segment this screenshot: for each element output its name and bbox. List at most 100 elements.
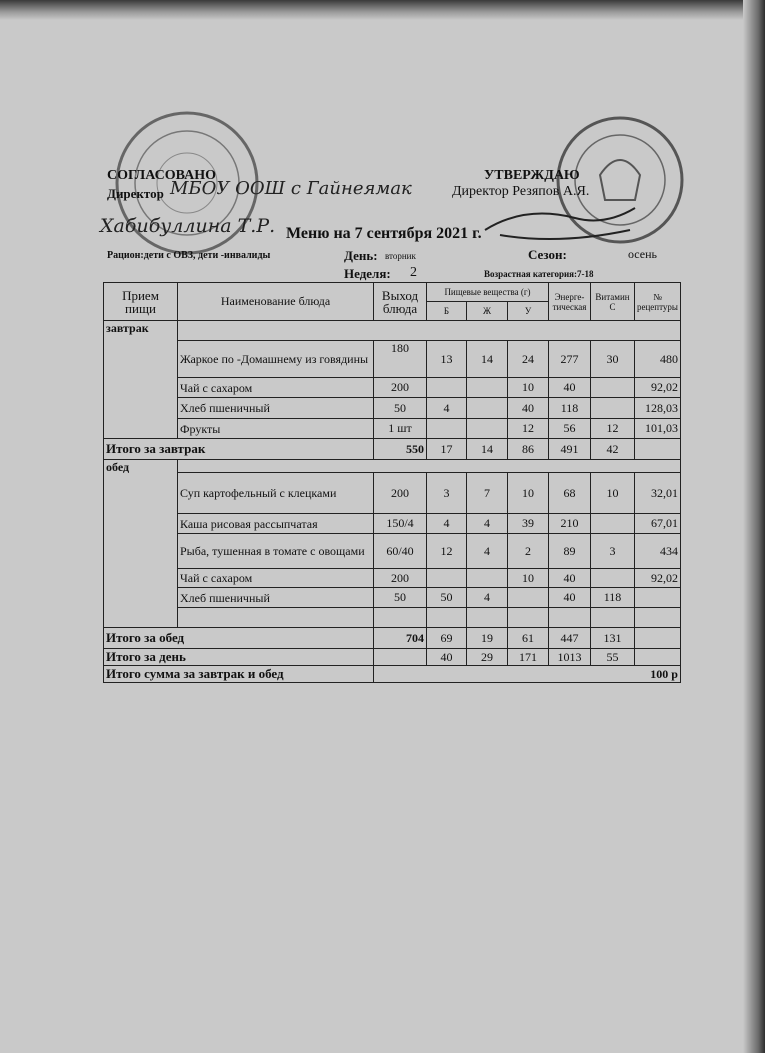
table-row: Фрукты 1 шт 12 56 12 101,03 — [104, 418, 681, 439]
sum-total-label: Итого сумма за завтрак и обед — [103, 665, 374, 683]
day-total-output — [373, 648, 427, 666]
cell-zh — [466, 607, 508, 628]
round-stamp-left — [115, 111, 259, 255]
day-value: вторник — [385, 251, 416, 261]
cell-u: 24 — [507, 340, 549, 378]
cell-zh — [466, 568, 508, 588]
sum-total-value: 100 р — [373, 665, 681, 683]
dish-name: Чай с сахаром — [177, 377, 374, 398]
approved-director: Директор Резяпов А.Я. — [452, 184, 590, 199]
total-vit: 131 — [590, 627, 635, 649]
dish-name: Хлеб пшеничный — [177, 587, 374, 608]
header-recipe: № рецептуры — [634, 282, 681, 321]
cell-u: 10 — [507, 568, 549, 588]
cell-output: 180 — [373, 340, 427, 378]
header-b: Б — [426, 301, 467, 321]
season-value: осень — [628, 247, 657, 261]
cell-zh — [466, 397, 508, 419]
cell-b: 13 — [426, 340, 467, 378]
table-row: Рыба, тушенная в томате с овощами 60/40 12… — [104, 533, 681, 569]
week-value: 2 — [410, 265, 417, 280]
cell-vit — [590, 607, 635, 628]
week-label: Неделя: — [344, 266, 391, 281]
cell-energy: 89 — [548, 533, 591, 569]
cell-b: 4 — [426, 397, 467, 419]
cell-output — [373, 607, 427, 628]
total-row: Итого за завтрак 550 17 14 86 491 42 — [103, 438, 681, 460]
page-title: Меню на 7 сентября 2021 г. — [286, 225, 482, 242]
cell-vit — [590, 568, 635, 588]
cell-output: 150/4 — [373, 513, 427, 534]
total-vit: 42 — [590, 438, 635, 460]
scan-edge — [743, 0, 765, 1053]
dish-name: Каша рисовая рассыпчатая — [177, 513, 374, 534]
cell-u: 10 — [507, 472, 549, 514]
total-zh: 14 — [466, 438, 508, 460]
header-dish: Наименование блюда — [177, 282, 374, 321]
cell-recipe — [634, 607, 681, 628]
total-output: 704 — [373, 627, 427, 649]
cell-energy — [548, 607, 591, 628]
meal-name: обед — [103, 459, 178, 628]
cell-b: 50 — [426, 587, 467, 608]
cell-output: 50 — [373, 397, 427, 419]
day-total-label: Итого за день — [103, 648, 374, 666]
day-total-vit: 55 — [590, 648, 635, 666]
total-row: Итого за обед 704 69 19 61 447 131 — [103, 627, 681, 649]
cell-vit: 10 — [590, 472, 635, 514]
dish-name: Суп картофельный с клецками — [177, 472, 374, 514]
cell-recipe: 92,02 — [634, 568, 681, 588]
total-zh: 19 — [466, 627, 508, 649]
ration: Рацион:дети с ОВЗ, дети -инвалиды — [107, 250, 271, 261]
total-label: Итого за обед — [103, 627, 374, 649]
cell-energy: 210 — [548, 513, 591, 534]
cell-zh: 7 — [466, 472, 508, 514]
day-total-zh: 29 — [466, 648, 508, 666]
day-label: День: — [344, 248, 378, 263]
section-spacer — [177, 320, 681, 341]
section-spacer — [177, 459, 681, 473]
table-row: Хлеб пшеничный 50 50 4 40 118 — [104, 587, 681, 608]
handwritten-signature: Хабибуллина Т.Р. — [100, 215, 276, 237]
total-b: 69 — [426, 627, 467, 649]
table-row: Чай с сахаром 200 10 40 92,02 — [104, 568, 681, 588]
season-label: Сезон: — [528, 247, 567, 262]
agreed-label: СОГЛАСОВАНО — [107, 168, 216, 183]
total-u: 86 — [507, 438, 549, 460]
cell-recipe: 101,03 — [634, 418, 681, 439]
cell-recipe: 67,01 — [634, 513, 681, 534]
cell-vit — [590, 397, 635, 419]
dish-name: Хлеб пшеничный — [177, 397, 374, 419]
total-energy: 491 — [548, 438, 591, 460]
cell-energy: 277 — [548, 340, 591, 378]
header-meal: Прием пищи — [103, 282, 178, 321]
menu-table: Прием пищи Наименование блюда Выход блюд… — [103, 282, 681, 683]
header-nutrients: Пищевые вещества (г) — [426, 282, 549, 302]
meal-name: завтрак — [103, 320, 178, 439]
cell-energy: 118 — [548, 397, 591, 419]
cell-output: 50 — [373, 587, 427, 608]
cell-energy: 40 — [548, 377, 591, 398]
cell-vit: 118 — [590, 587, 635, 608]
header-output: Выход блюда — [373, 282, 427, 321]
header-u: У — [507, 301, 549, 321]
day-total-u: 171 — [507, 648, 549, 666]
cell-b — [426, 607, 467, 628]
cell-b: 4 — [426, 513, 467, 534]
scan-edge — [0, 0, 765, 20]
cell-energy: 40 — [548, 587, 591, 608]
cell-output: 1 шт — [373, 418, 427, 439]
table-row: Суп картофельный с клецками 200 3 7 10 68 10 32… — [104, 472, 681, 514]
day-total-b: 40 — [426, 648, 467, 666]
cell-vit: 3 — [590, 533, 635, 569]
cell-b: 3 — [426, 472, 467, 514]
table-row: Жаркое по -Домашнему из говядины 180 13 14 2… — [104, 340, 681, 378]
cell-b: 12 — [426, 533, 467, 569]
cell-b — [426, 568, 467, 588]
total-recipe — [634, 438, 681, 460]
cell-b — [426, 377, 467, 398]
cell-u: 39 — [507, 513, 549, 534]
approved-label: УТВЕРЖДАЮ — [484, 168, 580, 183]
signature-right — [484, 207, 636, 240]
cell-output: 200 — [373, 472, 427, 514]
